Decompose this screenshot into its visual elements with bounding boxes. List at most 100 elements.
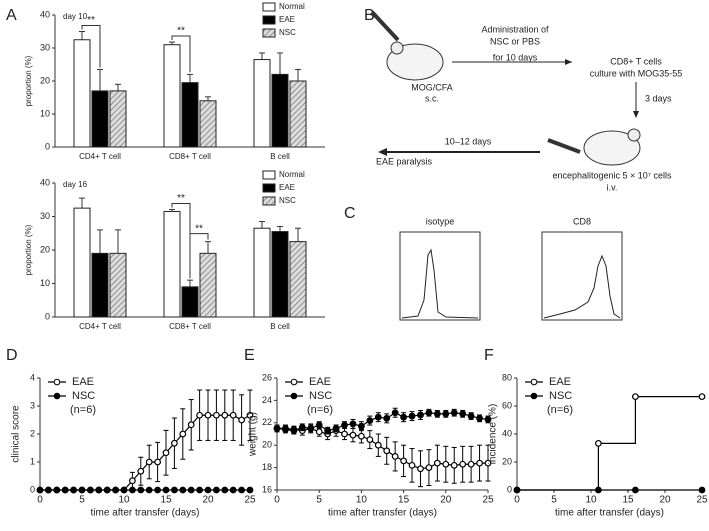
legend-swatch — [262, 2, 276, 12]
x-tick-label: 0 — [37, 495, 43, 506]
marker — [698, 486, 706, 494]
marker — [383, 414, 391, 422]
marker — [221, 411, 229, 419]
marker — [170, 439, 178, 447]
x-tick-label: 25 — [696, 495, 708, 506]
marker — [187, 486, 195, 494]
y-tick-label: 0 — [507, 484, 512, 494]
marker — [282, 426, 289, 433]
y-tick-label: 40 — [40, 9, 50, 19]
marker — [476, 459, 483, 467]
bar — [109, 90, 127, 148]
marker — [36, 486, 44, 494]
bar — [271, 231, 289, 318]
x-axis-label: time after transfer (days) — [91, 508, 200, 519]
marker — [196, 411, 204, 419]
marker — [229, 486, 237, 494]
marker — [315, 421, 323, 429]
marker — [383, 447, 391, 455]
marker — [408, 412, 416, 420]
y-tick-label: 60 — [502, 400, 512, 410]
diagram-text: EAE paralysis — [376, 156, 433, 166]
y-tick-label: 30 — [40, 211, 50, 221]
panel-label: F — [484, 347, 494, 364]
diagram-text: i.v. — [607, 182, 618, 192]
marker — [290, 427, 298, 435]
marker — [120, 486, 128, 494]
marker — [238, 486, 246, 494]
y-tick-label: 18 — [262, 462, 272, 472]
diagram-text: for 10 days — [493, 52, 538, 62]
panel-subtitle: day 10 — [63, 12, 88, 21]
y-axis-label: clinical score — [11, 405, 22, 463]
legend-swatch — [262, 196, 276, 206]
x-tick-label: 15 — [622, 495, 634, 506]
marker — [400, 457, 408, 465]
x-tick-label: 10 — [356, 495, 368, 506]
panel-subtitle: day 16 — [63, 180, 88, 189]
bar — [199, 252, 217, 318]
marker — [315, 428, 323, 436]
bar — [289, 80, 307, 148]
marker — [425, 409, 433, 417]
panel-label: B — [364, 7, 375, 24]
legend-label: EAE — [309, 376, 331, 388]
y-tick-label: 20 — [502, 456, 512, 466]
bar — [163, 210, 181, 318]
marker — [459, 410, 467, 418]
bar — [73, 39, 91, 148]
marker — [154, 458, 162, 466]
marker — [513, 486, 521, 494]
histogram-curve — [543, 254, 621, 319]
x-tick-label: 10 — [585, 495, 597, 506]
legend-label: NSC — [72, 390, 95, 402]
diagram: MOG/CFA s.c. Administration of NSC or PB… — [370, 10, 683, 192]
marker — [484, 416, 492, 423]
marker — [391, 453, 399, 460]
x-tick-label: 20 — [440, 495, 452, 506]
diagram-text: 3 days — [645, 93, 672, 103]
y-tick-label: 40 — [40, 177, 50, 187]
x-tick-label: B cell — [270, 322, 290, 331]
legend-label: NSC — [549, 390, 572, 402]
panel-label: D — [6, 347, 18, 364]
significance-bracket — [81, 25, 101, 68]
marker — [698, 393, 706, 401]
step-connector — [517, 443, 599, 491]
marker — [128, 486, 136, 494]
marker — [246, 411, 254, 419]
legend-swatch — [262, 15, 276, 25]
marker — [145, 486, 153, 494]
mouse-icon — [627, 128, 641, 142]
significance-label: ** — [195, 223, 203, 234]
x-tick-label: 0 — [514, 495, 520, 506]
bar — [253, 227, 271, 318]
significance-bracket — [189, 233, 209, 279]
diagram-text: Administration of — [481, 24, 549, 34]
marker — [128, 477, 136, 485]
legend-label: NSC — [309, 390, 332, 402]
marker — [358, 422, 365, 430]
y-tick-label: 16 — [262, 484, 272, 494]
bar — [271, 73, 289, 148]
legend-label: Normal — [279, 170, 305, 179]
legend-label: EAE — [279, 15, 295, 24]
diagram-text: culture with MOG35-55 — [590, 68, 683, 78]
step-connector — [598, 396, 636, 444]
x-tick-label: 10 — [118, 495, 130, 506]
y-tick-label: 4 — [30, 372, 35, 382]
y-tick-label: 30 — [40, 42, 50, 52]
marker — [137, 467, 145, 475]
panel-label: A — [6, 7, 17, 24]
marker — [204, 486, 212, 494]
histogram-frame — [541, 231, 623, 321]
marker — [425, 464, 433, 472]
histogram-curve — [401, 248, 479, 319]
marker — [417, 411, 424, 419]
marker — [95, 486, 103, 494]
histogram-title: CD8 — [573, 216, 591, 226]
significance-bracket — [171, 35, 191, 73]
mouse-icon — [390, 41, 404, 55]
y-tick-label: 24 — [262, 395, 272, 405]
